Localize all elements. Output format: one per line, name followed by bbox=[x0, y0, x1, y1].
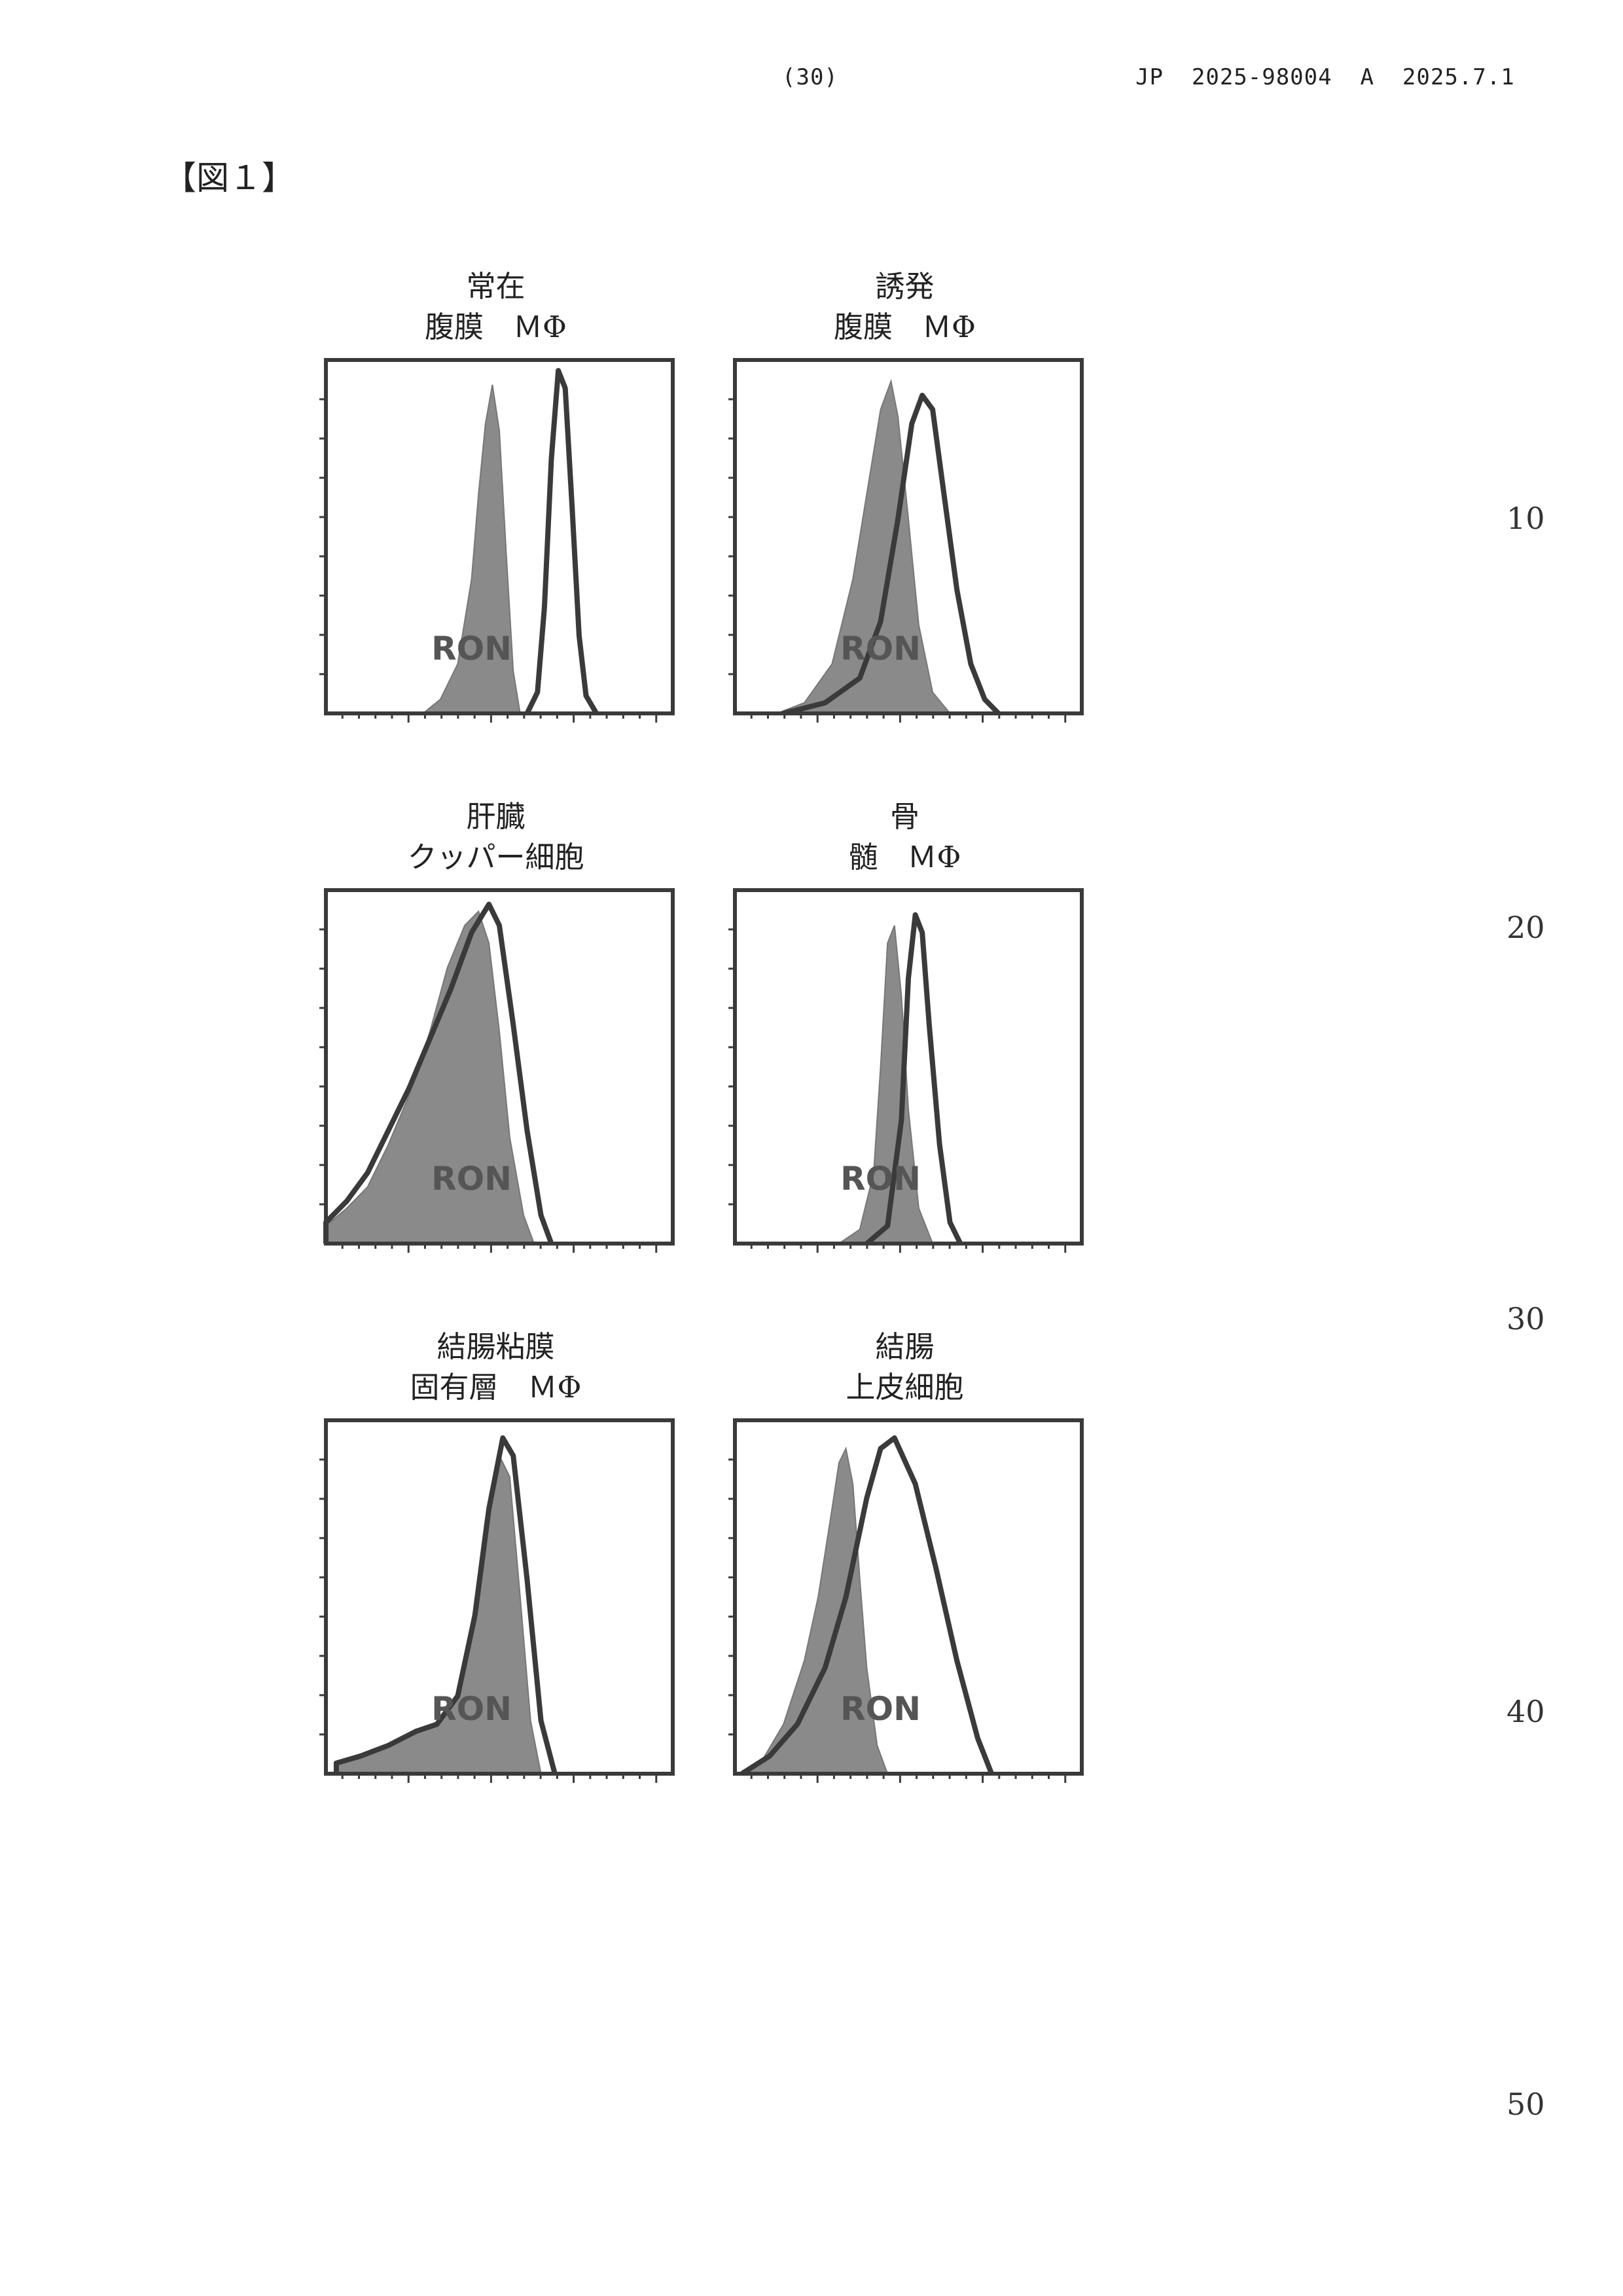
ron-staining-histogram bbox=[527, 370, 596, 713]
publication-id: JP 2025-98004 A 2025.7.1 bbox=[1135, 64, 1515, 90]
panel-title-line-1: 結腸 bbox=[717, 1329, 1093, 1365]
panel-title-line-1: 誘発 bbox=[717, 268, 1093, 305]
panel-title-line-1: 結腸粘膜 bbox=[308, 1329, 684, 1365]
line-number-30: 30 bbox=[1507, 1301, 1545, 1336]
page-number: (30) bbox=[782, 64, 838, 90]
line-number-10: 10 bbox=[1507, 501, 1545, 536]
panel-title-line-2: 上皮細胞 bbox=[717, 1369, 1093, 1406]
histogram-plot bbox=[728, 884, 1088, 1158]
line-number-40: 40 bbox=[1507, 1694, 1545, 1729]
histogram-plot bbox=[728, 353, 1088, 628]
panel-colon-epithelial-cell: 結腸上皮細胞 RON bbox=[717, 1329, 1093, 1741]
panel-colon-lamina-propria-macrophage: 結腸粘膜固有層 ＭΦ RON bbox=[308, 1329, 684, 1741]
panel-liver-kupffer-cell: 肝臓クッパー細胞 RON bbox=[308, 798, 684, 1211]
panel-title-line-2: 髄 ＭΦ bbox=[717, 839, 1093, 876]
panel-title-line-2: 腹膜 ＭΦ bbox=[717, 309, 1093, 346]
panel-title-line-1: 常在 bbox=[308, 268, 684, 305]
x-axis-label: RON bbox=[835, 1690, 927, 1728]
x-axis-label: RON bbox=[426, 1690, 518, 1728]
x-axis-label: RON bbox=[835, 1160, 927, 1198]
panel-title-line-2: 固有層 ＭΦ bbox=[308, 1369, 684, 1406]
panel-title-line-1: 骨 bbox=[717, 798, 1093, 835]
panel-title-line-2: 腹膜 ＭΦ bbox=[308, 309, 684, 346]
histogram-plot bbox=[319, 353, 679, 628]
line-number-20: 20 bbox=[1507, 910, 1545, 945]
figure-label: 【図１】 bbox=[164, 152, 294, 199]
line-number-50: 50 bbox=[1507, 2087, 1545, 2122]
panel-resident-peritoneal-macrophage: 常在腹膜 ＭΦ RON bbox=[308, 268, 684, 681]
histogram-plot bbox=[319, 884, 679, 1158]
histogram-plot bbox=[728, 1414, 1088, 1689]
x-axis-label: RON bbox=[426, 630, 518, 668]
panel-title-line-2: クッパー細胞 bbox=[308, 839, 684, 876]
x-axis-label: RON bbox=[426, 1160, 518, 1198]
panel-induced-peritoneal-macrophage: 誘発腹膜 ＭΦ RON bbox=[717, 268, 1093, 681]
panel-title-line-1: 肝臓 bbox=[308, 798, 684, 835]
panel-bone-marrow-macrophage: 骨髄 ＭΦ RON bbox=[717, 798, 1093, 1211]
x-axis-label: RON bbox=[835, 630, 927, 668]
histogram-plot bbox=[319, 1414, 679, 1689]
